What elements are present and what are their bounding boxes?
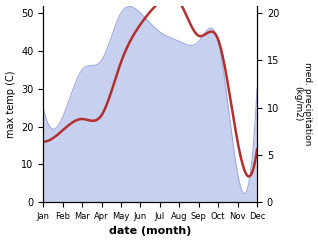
X-axis label: date (month): date (month) xyxy=(109,227,191,236)
Y-axis label: max temp (C): max temp (C) xyxy=(5,70,16,138)
Y-axis label: med. precipitation
(kg/m2): med. precipitation (kg/m2) xyxy=(293,62,313,145)
